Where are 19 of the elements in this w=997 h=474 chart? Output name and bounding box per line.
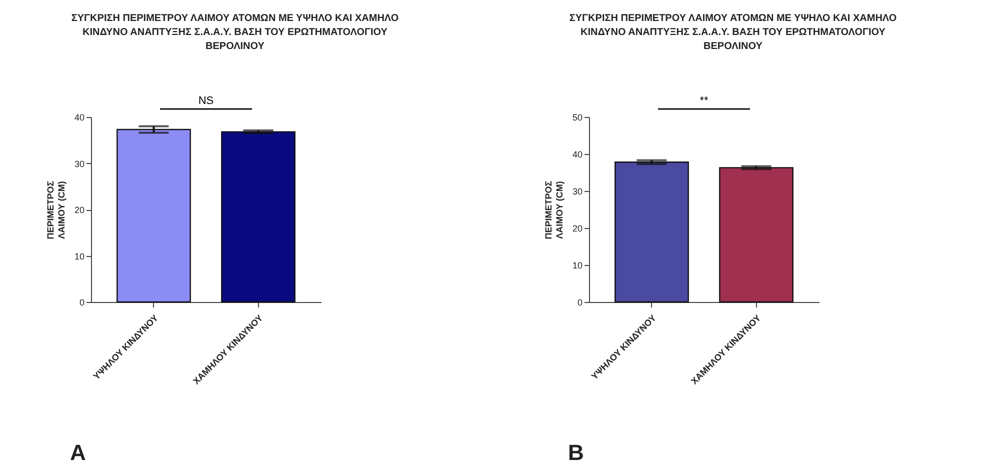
- y-tick-label: 50: [572, 112, 582, 122]
- y-axis-title: ΠΕΡΙΜΕΤΡΟΣ ΛΑΙΜΟΥ (CM): [45, 180, 66, 240]
- y-tick-label: 30: [572, 186, 582, 196]
- text: A: [70, 440, 86, 466]
- y-tick-label: 10: [74, 251, 84, 262]
- chart-title: ΣΥΓΚΡΙΣΗ ΠΕΡΙΜΕΤΡΟΥ ΛΑΙΜΟΥ ΑΤΟΜΩΝ ΜΕ ΥΨΗΛΟ ΚΑΙ ΧΑΜΗΛΟ ΚΙΝΔΥΝΟ ΑΝΑΠΤΥΞΗΣ Σ.Α.Α.Υ. ΒΑΣΗ ΤΟΥ ΕΡΩΤΗΜΑΤΟΛΟΓΙΟΥ ΒΕΡΟΛΙΝΟΥ: [70, 12, 400, 54]
- y-tick-label: 0: [577, 298, 582, 308]
- y-axis-title: ΠΕΡΙΜΕΤΡΟΣ ΛΑΙΜΟΥ (CM): [543, 180, 564, 240]
- y-tick-label: 30: [74, 158, 84, 169]
- text: **: [700, 95, 709, 107]
- y-tick-label: 40: [74, 112, 84, 122]
- chart-title: ΣΥΓΚΡΙΣΗ ΠΕΡΙΜΕΤΡΟΥ ΛΑΙΜΟΥ ΑΤΟΜΩΝ ΜΕ ΥΨΗΛΟ ΚΑΙ ΧΑΜΗΛΟ ΚΙΝΔΥΝΟ ΑΝΑΠΤΥΞΗΣ Σ.Α.Α.Υ. ΒΑΣΗ ΤΟΥ ΕΡΩΤΗΜΑΤΟΛΟΓΙΟΥ ΒΕΡΟΛΙΝΟΥ: [568, 12, 898, 54]
- y-tick-label: 0: [79, 298, 84, 308]
- y-tick-label: 40: [572, 150, 582, 160]
- y-tick-label: 10: [572, 260, 582, 270]
- text: B: [568, 440, 584, 466]
- y-tick-label: 20: [572, 224, 582, 234]
- y-tick-label: 20: [74, 205, 84, 215]
- text: NS: [198, 95, 214, 107]
